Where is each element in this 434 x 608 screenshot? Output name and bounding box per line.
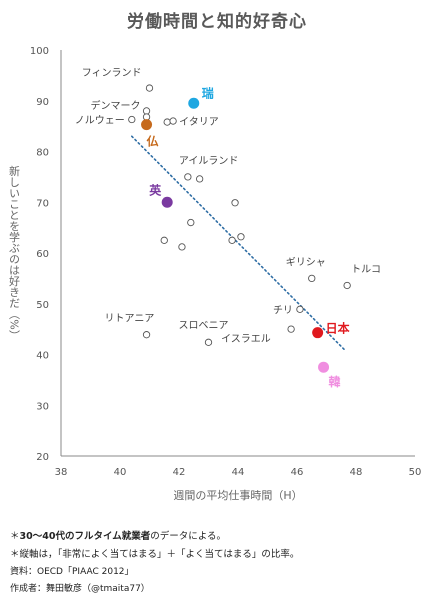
trend-line — [131, 135, 346, 351]
note-sample: ＊30～40代のフルタイム就業者のデータによる。 — [10, 528, 299, 546]
data-point — [231, 199, 239, 207]
note-axis: ＊縦軸は，「非常によく当てはまる」＋「よく当てはまる」の比率。 — [10, 549, 300, 560]
data-point — [163, 118, 171, 126]
x-tick-label: 42 — [173, 467, 186, 478]
point-label: アイルランド — [179, 155, 239, 167]
y-tick-label: 70 — [36, 198, 49, 209]
y-tick-label: 20 — [36, 452, 49, 463]
x-tick-label: 50 — [409, 467, 422, 478]
y-tick-label: 30 — [36, 401, 49, 412]
point-label: リトアニア — [105, 314, 155, 325]
note-sample-suffix: のデータによる。 — [150, 531, 226, 542]
highlight-label: 韓 — [329, 374, 341, 389]
data-point — [160, 236, 168, 244]
x-tick-label: 48 — [350, 467, 363, 478]
data-point — [287, 325, 295, 333]
point-label: ギリシャ — [286, 256, 326, 268]
data-point — [237, 233, 245, 241]
y-tick-label: 90 — [36, 97, 49, 108]
scatter-plot: 20 30 40 50 60 70 80 90 100 38 40 42 44 46 48 50 週間の平均仕事… — [8, 46, 422, 502]
point-label: スロベニア — [179, 319, 229, 331]
data-point — [195, 175, 204, 183]
data-point — [296, 305, 304, 313]
highlight-point — [312, 327, 324, 339]
highlight-point — [161, 196, 173, 208]
y-tick-label: 100 — [30, 46, 49, 57]
data-point — [145, 84, 154, 92]
note-source: 資料：OECD「PIAAC 2012」 — [10, 567, 134, 577]
footnotes: ＊30～40代のフルタイム就業者のデータによる。 ＊縦軸は，「非常によく当てはま… — [10, 528, 299, 598]
data-point — [308, 274, 316, 283]
data-point — [187, 218, 195, 227]
point-label: ノルウェー — [75, 115, 125, 127]
y-tick-label: 80 — [36, 148, 49, 159]
data-point — [204, 338, 213, 346]
highlight-point — [318, 361, 330, 373]
highlight-point — [141, 119, 153, 131]
highlight-label: 日本 — [326, 321, 350, 336]
point-label: イスラエル — [221, 333, 271, 345]
point-label: フィンランド — [82, 67, 142, 79]
x-tick-label: 44 — [232, 467, 245, 478]
y-axis-label: 新しいことを学ぶのは好きだ（%） — [8, 164, 21, 341]
note-sample-prefix: ＊ — [10, 531, 20, 542]
point-label: チリ — [273, 304, 293, 316]
note-sample-bold: 30～40代のフルタイム就業者 — [19, 531, 151, 542]
x-tick-label: 46 — [291, 467, 304, 478]
chart-title: 労働時間と知的好奇心 — [127, 12, 307, 32]
x-axis-label: 週間の平均仕事時間（H） — [173, 489, 302, 502]
data-point — [169, 117, 177, 125]
data-point — [142, 331, 151, 339]
point-label: トルコ — [351, 264, 381, 275]
point-label: イタリア — [179, 116, 219, 128]
highlight-label: 英 — [149, 182, 162, 197]
data-point — [343, 281, 351, 290]
y-tick-label: 50 — [36, 300, 49, 311]
data-point — [142, 107, 151, 115]
note-author: 作成者：舞田敏彦（@tmaita77） — [10, 584, 150, 594]
x-tick-label: 40 — [114, 467, 127, 478]
y-tick-label: 60 — [36, 249, 49, 260]
highlight-point — [188, 97, 200, 109]
point-label: デンマーク — [91, 99, 141, 112]
highlight-label: 仏 — [147, 135, 159, 149]
data-point — [128, 115, 136, 124]
data-point — [228, 236, 236, 244]
x-tick-label: 38 — [55, 467, 68, 478]
y-tick-label: 40 — [36, 351, 49, 362]
data-point — [178, 243, 186, 251]
highlight-label: 瑞 — [202, 85, 214, 100]
data-point — [184, 173, 192, 181]
